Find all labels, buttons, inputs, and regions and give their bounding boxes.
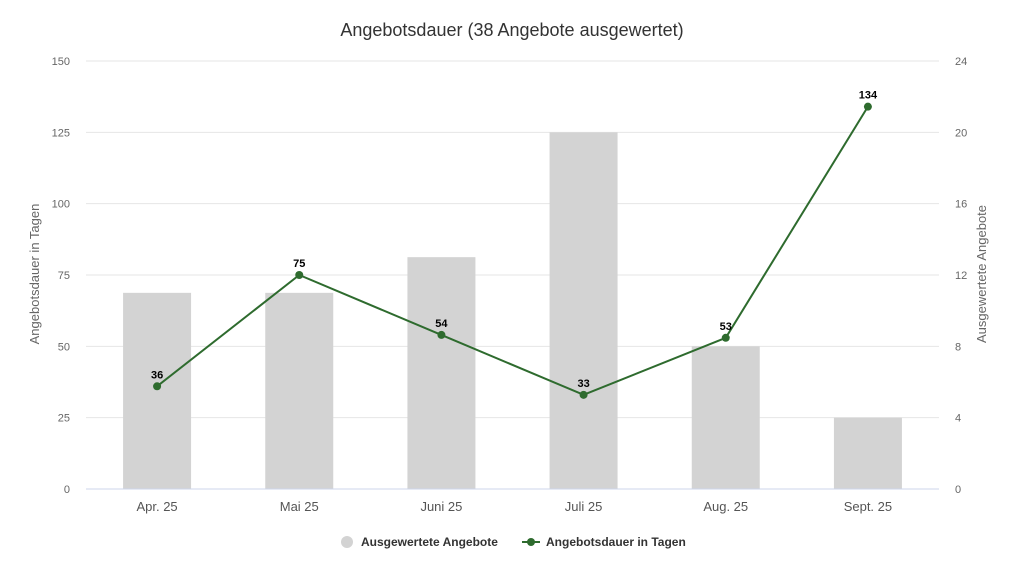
- x-tick-label: Mai 25: [280, 499, 319, 514]
- line-series: [153, 102, 872, 399]
- legend-item-bars[interactable]: Ausgewertete Angebote: [341, 535, 498, 549]
- x-tick-label: Aug. 25: [703, 499, 748, 514]
- y-left-tick-label: 125: [52, 127, 70, 139]
- x-tick-label: Sept. 25: [844, 499, 892, 514]
- bar[interactable]: [549, 132, 618, 490]
- y-left-tick-label: 150: [52, 56, 70, 68]
- axes: 0 0 25 4 50 8 75 12 100 16 125 20 150 24 Apr. 25 Mai 25…: [52, 56, 968, 514]
- y-left-tick-label: 75: [58, 270, 70, 282]
- x-tick-label: Juli 25: [565, 499, 603, 514]
- bar-series: [123, 132, 902, 490]
- data-label: 53: [720, 321, 732, 333]
- y-left-tick-label: 25: [58, 413, 70, 425]
- legend-bar-marker: [341, 536, 353, 548]
- line-path: [156, 106, 869, 396]
- y-right-axis-title: Ausgewertete Angebote: [974, 205, 989, 343]
- line-point[interactable]: [863, 102, 872, 111]
- chart-title: Angebotsdauer (38 Angebote ausgewertet): [340, 20, 683, 40]
- data-label: 134: [859, 90, 878, 102]
- legend-bar-label: Ausgewertete Angebote: [361, 535, 498, 549]
- line-point[interactable]: [153, 382, 162, 391]
- x-tick-label: Juni 25: [420, 499, 462, 514]
- gridlines: [86, 60, 939, 419]
- line-point[interactable]: [579, 390, 588, 399]
- bar[interactable]: [265, 292, 334, 489]
- y-left-tick-label: 0: [64, 484, 70, 496]
- bar[interactable]: [123, 292, 192, 489]
- data-label: 54: [435, 318, 448, 330]
- data-label: 75: [293, 258, 305, 270]
- legend[interactable]: Ausgewertete Angebote Angebotsdauer in T…: [341, 535, 686, 549]
- y-right-tick-label: 20: [955, 127, 967, 139]
- legend-line-marker: [527, 538, 535, 546]
- y-right-tick-label: 4: [955, 413, 961, 425]
- bar[interactable]: [691, 346, 760, 489]
- y-right-tick-label: 0: [955, 484, 961, 496]
- x-tick-label: Apr. 25: [136, 499, 177, 514]
- data-label: 36: [151, 369, 163, 381]
- y-left-tick-label: 100: [52, 199, 70, 211]
- y-right-tick-label: 8: [955, 341, 961, 353]
- y-left-tick-label: 50: [58, 341, 70, 353]
- y-right-tick-label: 16: [955, 199, 967, 211]
- line-point[interactable]: [437, 330, 446, 339]
- data-labels: 36 75 54 33 53 134: [151, 90, 878, 390]
- bar[interactable]: [833, 417, 902, 489]
- y-right-tick-label: 12: [955, 270, 967, 282]
- bar[interactable]: [407, 257, 476, 489]
- legend-line-label: Angebotsdauer in Tagen: [546, 535, 686, 549]
- y-right-tick-label: 24: [955, 56, 967, 68]
- data-label: 33: [577, 378, 589, 390]
- line-point[interactable]: [295, 271, 304, 279]
- line-point[interactable]: [721, 333, 730, 342]
- legend-item-line[interactable]: Angebotsdauer in Tagen: [522, 535, 686, 549]
- y-left-axis-title: Angebotsdauer in Tagen: [27, 204, 42, 345]
